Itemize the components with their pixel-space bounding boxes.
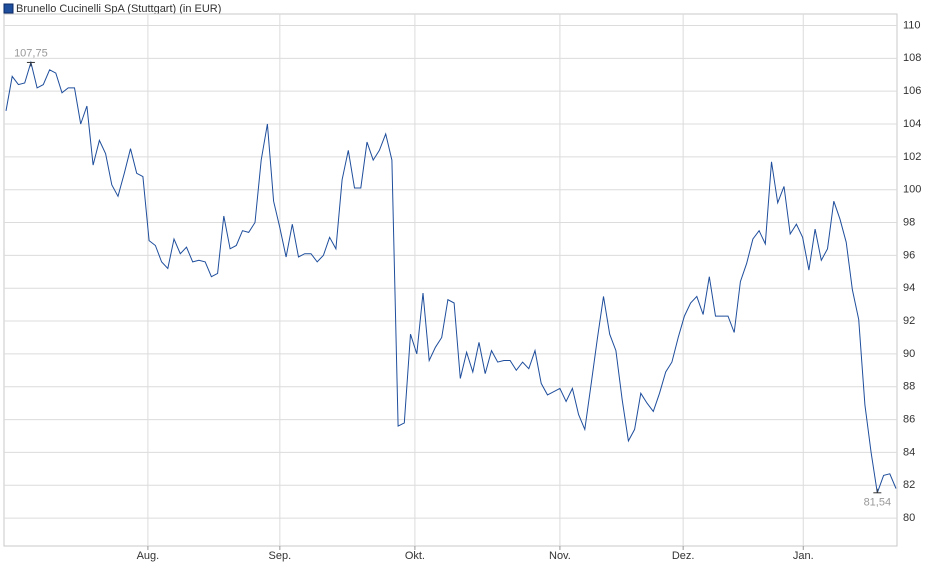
x-tick-label: Dez. xyxy=(672,550,695,562)
y-tick-label: 98 xyxy=(903,216,915,228)
y-tick-label: 104 xyxy=(903,118,921,130)
plot-frame xyxy=(3,13,898,547)
x-tick-label: Aug. xyxy=(137,550,160,562)
x-tick-label: Nov. xyxy=(549,550,571,562)
y-tick-label: 96 xyxy=(903,249,915,261)
price-line xyxy=(5,60,897,493)
y-tick-label: 84 xyxy=(903,446,915,458)
y-tick-label: 100 xyxy=(903,184,921,196)
legend-swatch xyxy=(3,3,14,14)
y-tick-label: 80 xyxy=(903,512,915,524)
y-tick-label: 106 xyxy=(903,85,921,97)
x-tick-label: Okt. xyxy=(405,550,425,562)
extreme-label: 107,75 xyxy=(14,47,48,59)
y-tick-label: 88 xyxy=(903,381,915,393)
x-tick-label: Jan. xyxy=(793,550,814,562)
chart-title: Brunello Cucinelli SpA (Stuttgart) (in E… xyxy=(16,3,221,15)
y-tick-label: 102 xyxy=(903,151,921,163)
y-tick-label: 108 xyxy=(903,52,921,64)
y-tick-label: 90 xyxy=(903,348,915,360)
y-tick-label: 92 xyxy=(903,315,915,327)
y-tick-label: 86 xyxy=(903,413,915,425)
y-tick-label: 110 xyxy=(903,19,921,31)
x-tick-label: Sep. xyxy=(269,550,292,562)
y-tick-label: 94 xyxy=(903,282,915,294)
extreme-label: 81,54 xyxy=(864,497,892,509)
y-tick-label: 82 xyxy=(903,479,915,491)
